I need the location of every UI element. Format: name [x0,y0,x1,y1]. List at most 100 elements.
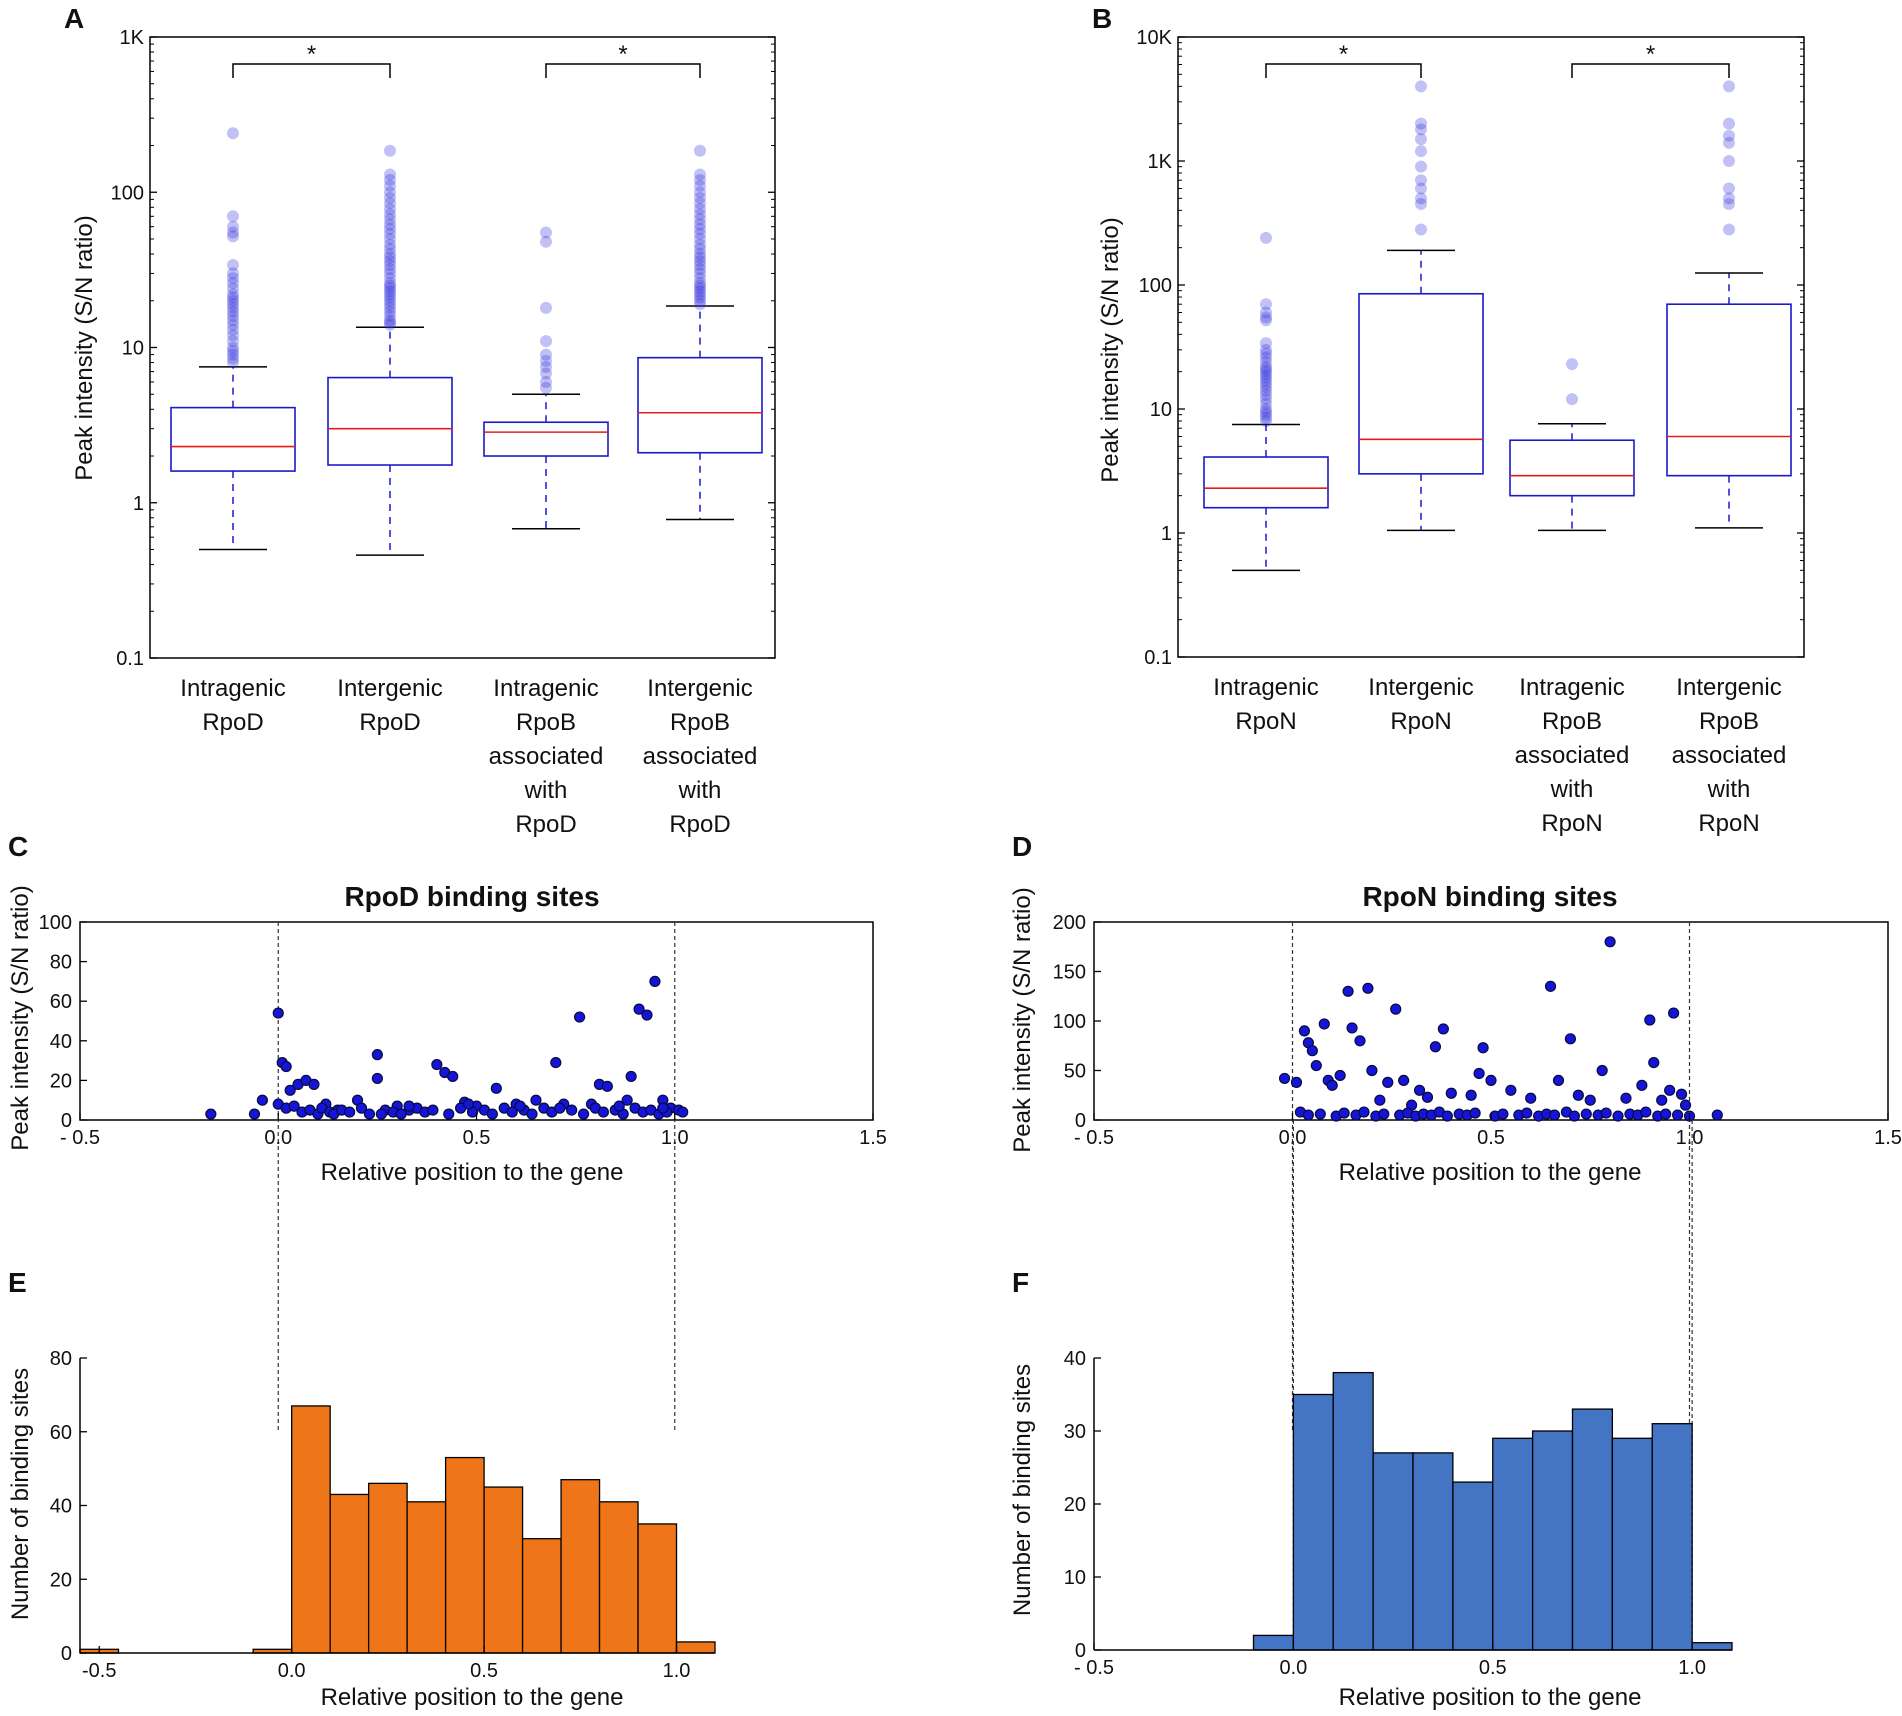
panel-b-outlier [1415,123,1427,136]
panel-a-outlier [384,309,396,322]
panel-a-ytick-label: 0.1 [116,648,144,670]
panel-a-outlier [227,220,239,233]
panel-f-bar [1571,1408,1614,1651]
panel-a-outlier [227,352,239,365]
panel-c-point [625,1070,637,1083]
panel-c-point [363,1108,376,1120]
panel-f-ytick-label: 20 [1064,1494,1086,1516]
panel-d-point [1544,980,1557,992]
panel-d-point [1477,1042,1489,1054]
panel-e-ytick-label: 60 [50,1422,72,1444]
panel-e-xtick-label: 0.5 [470,1660,498,1682]
panel-b-outlier [1723,198,1735,211]
panel-d-point [1521,1107,1533,1119]
panel-a-frame [149,36,776,659]
panel-a-outlier [384,288,396,301]
panel-a-outlier [694,263,706,276]
panel-e-ytick-label: 0 [61,1643,72,1665]
panel-e-bar [329,1493,370,1654]
panel-d-point [1636,1079,1648,1091]
panel-b-outlier [1260,381,1272,394]
panel-b-outlier [1260,306,1272,319]
panel-d-point [1318,1018,1330,1030]
panel-f-bar [1531,1430,1574,1651]
panel-d-point [1564,1033,1577,1045]
panel-d-point [1505,1084,1517,1096]
panel-d-point [1342,985,1354,997]
panel-f-ytick-label: 40 [1064,1348,1086,1370]
panel-b-ytick-label: 100 [1139,275,1172,297]
panel-c-xtick-label: 1.5 [859,1127,887,1149]
panel-d-xtick-label: 1.0 [1676,1127,1704,1149]
panel-d-xtick-label: 0.5 [1477,1127,1505,1149]
panel-e-xtick-label: 0.0 [278,1660,306,1682]
panel-a-box [483,421,609,457]
panel-b-ytick-label: 10 [1150,399,1172,421]
panel-c-point [443,1108,455,1120]
panel-a-outlier [384,282,396,295]
panel-c-point [657,1102,669,1114]
panel-b-significance-star: * [1339,41,1348,68]
panel-e-bar [444,1456,485,1654]
panel-c-point [550,1056,562,1069]
panel-d-point [1675,1088,1688,1100]
panel-a-outlier [694,258,706,271]
panel-a-outlier [227,127,239,140]
panel-b-outlier [1260,377,1272,390]
panel-a-ylabel: Peak intensity (S/N ratio) [71,215,98,480]
panel-c-ytick-label: 80 [50,952,72,974]
panel-e-bar [637,1523,678,1654]
panel-b-outlier [1260,298,1272,311]
panel-d-point [1429,1041,1442,1053]
panel-b-frame [1177,36,1805,658]
panel-b-ytick-label: 10K [1136,27,1172,49]
panel-f-ytick-label: 10 [1064,1567,1086,1589]
panel-e-ylabel: Number of binding sites [7,1368,34,1620]
panel-a-outlier [384,316,396,329]
panel-b-outlier [1260,393,1272,406]
panel-a-outlier [384,291,396,304]
panel-a-outlier [694,251,706,264]
panel-f-bar [1611,1437,1653,1651]
panel-b-category-label: Intergenic [1368,674,1473,701]
panel-b-outlier [1260,415,1272,428]
panel-a-outlier [384,213,396,226]
panel-c-xtick-label: - 0.5 [60,1127,100,1149]
panel-d-point [1612,1110,1624,1122]
panel-c-point [288,1100,300,1112]
panel-a-outlier [384,298,396,311]
panel-c-point [427,1104,439,1116]
panel-b-significance-bracket [1265,63,1422,78]
panel-d-ytick-label: 0 [1075,1110,1086,1132]
panel-c-point [490,1082,502,1094]
panel-d-ytick-label: 200 [1053,912,1086,934]
panel-a-outlier [227,272,239,285]
panel-f-xtick-label: 0.0 [1279,1657,1307,1679]
panel-d-point [1600,1107,1612,1119]
panel-e-bar [483,1486,524,1654]
panel-b-outlier [1723,155,1735,167]
panel-c-point [677,1106,689,1118]
panel-c-point [514,1100,526,1112]
panel-c-ylabel: Peak intensity (S/N ratio) [7,885,34,1150]
panel-b-outlier [1260,397,1272,410]
panel-a-outlier [227,329,239,342]
panel-d-point [1306,1045,1318,1057]
panel-label-d: D [1012,831,1032,862]
panel-a-outlier [227,344,239,357]
panel-d-point [1656,1094,1668,1106]
panel-c-point [284,1084,296,1096]
panel-a-outlier [384,197,396,210]
panel-b-ylabel: Peak intensity (S/N ratio) [1097,217,1124,482]
panel-b-category-label: with [1707,776,1751,803]
panel-a-outlier [694,285,706,298]
panel-d-point [1660,1108,1672,1120]
panel-a-outlier [227,309,239,322]
panel-c-point [280,1060,292,1073]
panel-f-ylabel: Number of binding sites [1009,1364,1036,1616]
panel-e-bar [367,1482,408,1654]
panel-b-box [1509,439,1635,497]
panel-a-outlier [384,285,396,298]
panel-a-outlier [694,208,706,221]
panel-b-outlier [1723,117,1735,130]
